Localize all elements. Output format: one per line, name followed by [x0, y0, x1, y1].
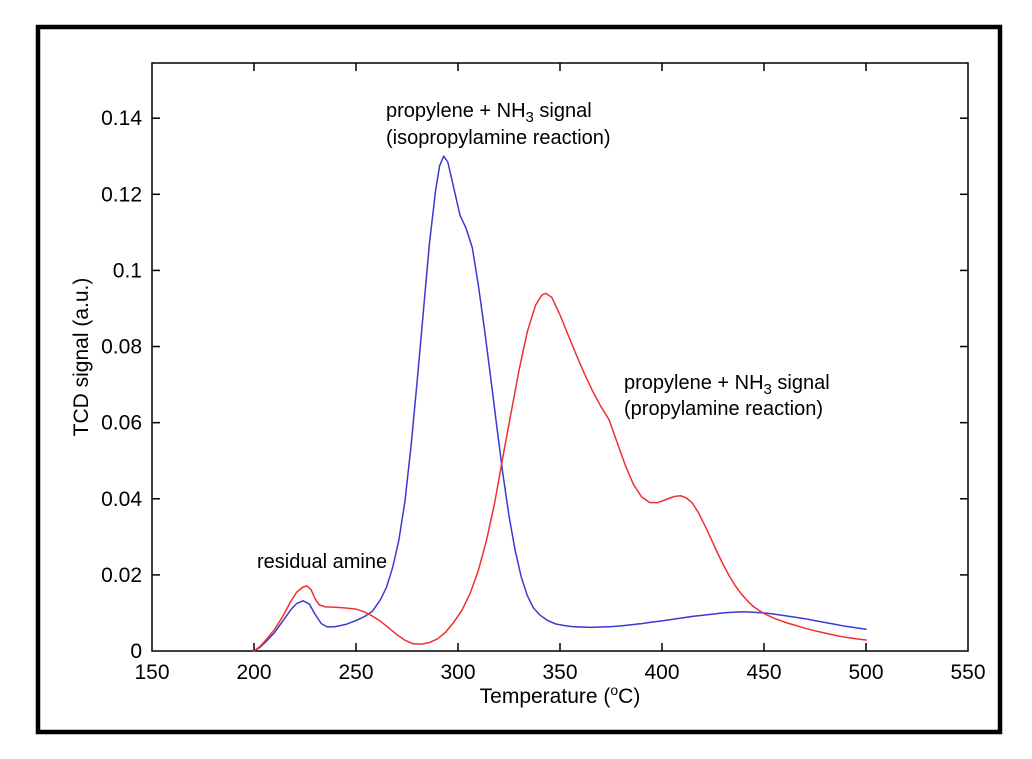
x-tick-label-350: 350 — [542, 661, 577, 684]
propylamine-curve — [253, 292, 867, 652]
y-tick-label-0.12: 0.12 — [101, 183, 142, 206]
x-axis: 150 200 250 300 350 400 450 500 550 — [134, 63, 986, 684]
y-tick-label-0.02: 0.02 — [101, 564, 142, 587]
residual-amine-label-line-1: residual amine — [257, 551, 387, 573]
x-tick-label-550: 550 — [950, 661, 985, 684]
x-tick-label-500: 500 — [848, 661, 883, 684]
isopropylamine-label-line-2: (isopropylamine reaction) — [386, 127, 611, 149]
propylamine-label-line-2: (propylamine reaction) — [624, 398, 823, 420]
y-tick-label-0.06: 0.06 — [101, 412, 142, 435]
x-tick-label-200: 200 — [236, 661, 271, 684]
x-tick-label-150: 150 — [134, 661, 169, 684]
y-axis: 0 0.02 0.04 0.06 0.08 0.1 0.12 0.14 — [101, 107, 968, 663]
x-tick-label-300: 300 — [440, 661, 475, 684]
x-tick-label-250: 250 — [338, 661, 373, 684]
x-tick-label-450: 450 — [746, 661, 781, 684]
y-tick-label-0: 0 — [130, 640, 142, 663]
propylamine-label: propylene + NH3 signal(propylamine react… — [624, 372, 830, 420]
x-tick-label-400: 400 — [644, 661, 679, 684]
outer-frame — [35, 24, 1003, 735]
propylamine-label-line-1: propylene + NH3 signal — [624, 372, 830, 398]
y-tick-label-0.04: 0.04 — [101, 488, 142, 511]
isopropylamine-label-line-1: propylene + NH3 signal — [386, 100, 592, 126]
y-tick-label-0.1: 0.1 — [113, 259, 142, 282]
isopropylamine-label: propylene + NH3 signal(isopropylamine re… — [386, 100, 611, 149]
residual-amine-label: residual amine — [257, 551, 387, 573]
x-axis-title: Temperature (oC) — [480, 682, 641, 708]
y-tick-label-0.08: 0.08 — [101, 336, 142, 359]
isopropylamine-curve — [253, 155, 867, 652]
y-tick-label-0.14: 0.14 — [101, 107, 142, 130]
y-axis-title: TCD signal (a.u.) — [70, 278, 93, 437]
